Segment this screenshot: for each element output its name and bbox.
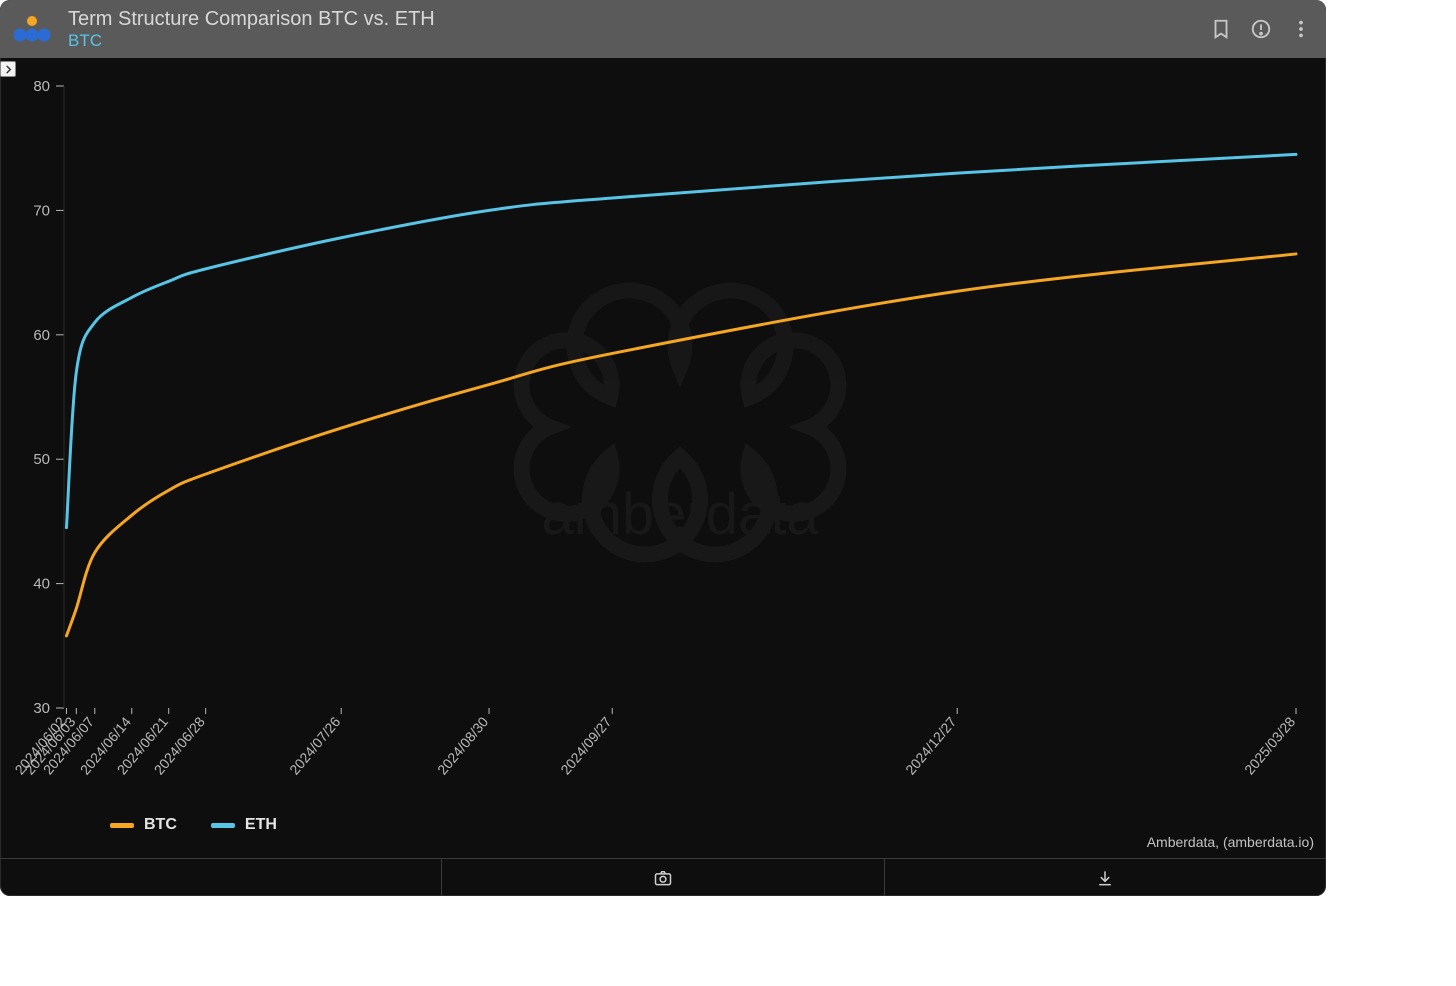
panel-header: Term Structure Comparison BTC vs. ETH BT… (0, 0, 1326, 58)
svg-text:2024/09/27: 2024/09/27 (557, 713, 614, 777)
legend-label: BTC (144, 816, 177, 834)
legend-item-eth[interactable]: ETH (211, 816, 277, 834)
footer-cell-download[interactable] (885, 859, 1326, 896)
svg-text:40: 40 (33, 576, 50, 593)
panel-subtitle: BTC (68, 31, 1210, 51)
legend: BTC ETH (110, 816, 277, 834)
svg-text:50: 50 (33, 451, 50, 468)
svg-text:2024/08/30: 2024/08/30 (434, 713, 491, 777)
download-icon (1095, 868, 1115, 888)
legend-swatch (211, 823, 235, 828)
chart-area: amberdata3040506070802024/06/022024/06/0… (0, 58, 1326, 853)
svg-text:2024/07/26: 2024/07/26 (286, 713, 343, 777)
legend-item-btc[interactable]: BTC (110, 816, 177, 834)
svg-text:80: 80 (33, 78, 50, 95)
amberdata-logo-icon (10, 10, 54, 48)
credit-text: Amberdata, (amberdata.io) (1147, 834, 1314, 850)
camera-icon (653, 868, 673, 888)
svg-text:30: 30 (33, 700, 50, 717)
panel-title: Term Structure Comparison BTC vs. ETH (68, 8, 1210, 31)
panel-footer (0, 858, 1326, 896)
svg-text:60: 60 (33, 327, 50, 344)
svg-text:2024/12/27: 2024/12/27 (902, 713, 959, 777)
legend-swatch (110, 823, 134, 828)
svg-text:2025/03/28: 2025/03/28 (1241, 713, 1298, 777)
alert-circle-icon[interactable] (1250, 18, 1272, 40)
chart-panel: Term Structure Comparison BTC vs. ETH BT… (0, 0, 1326, 896)
footer-cell-camera[interactable] (442, 859, 884, 896)
more-vertical-icon[interactable] (1290, 18, 1312, 40)
bookmark-icon[interactable] (1210, 18, 1232, 40)
footer-cell-1[interactable] (0, 859, 442, 896)
line-chart: amberdata3040506070802024/06/022024/06/0… (0, 58, 1326, 853)
svg-text:70: 70 (33, 202, 50, 219)
legend-label: ETH (245, 816, 277, 834)
